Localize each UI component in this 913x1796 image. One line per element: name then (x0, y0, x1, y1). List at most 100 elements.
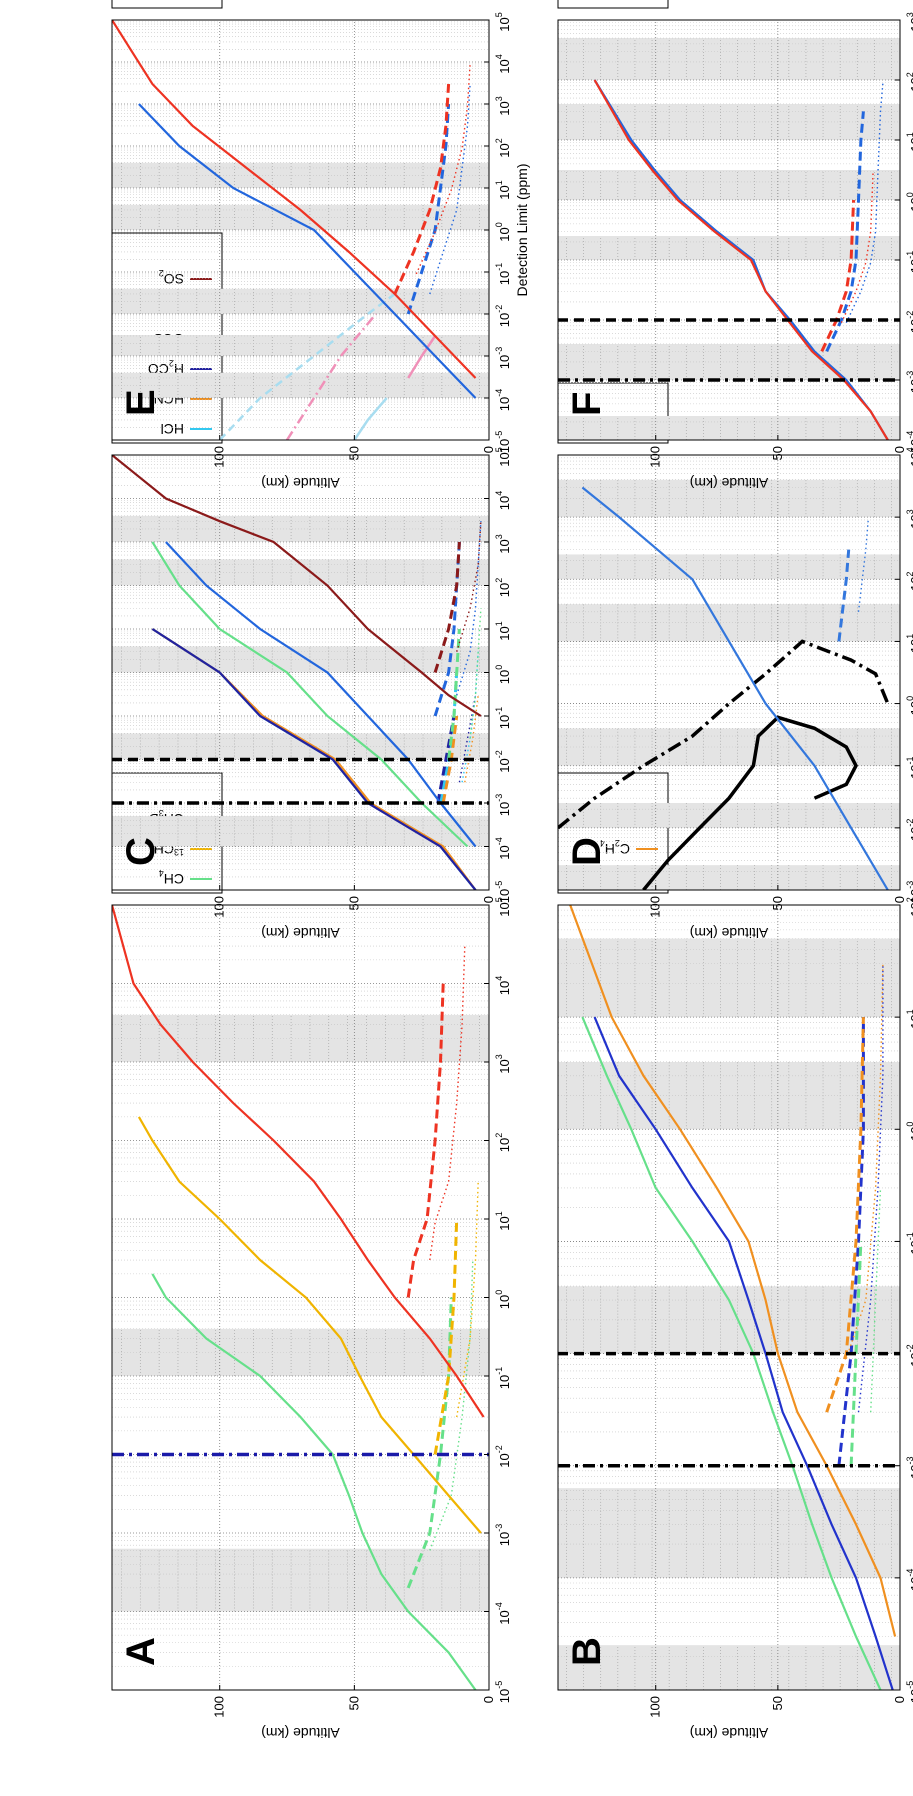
x-tick-exponent: -3 (494, 1524, 504, 1532)
shaded-column (558, 802, 900, 828)
shaded-column (112, 559, 489, 586)
shaded-column (112, 335, 489, 356)
x-tick-label: 104 (905, 447, 913, 466)
x-tick-label: 10-4 (494, 837, 512, 859)
series-dashed-ho2 (393, 83, 451, 295)
x-tick-exponent: 1 (905, 634, 913, 639)
x-tick-label: 10-1 (905, 1232, 913, 1254)
gridlines (558, 455, 900, 890)
series-dashed-c2h4 (825, 1017, 865, 1413)
legend-sub: 4 (159, 868, 164, 878)
legend-part: SO (164, 271, 184, 287)
x-tick-exponent: 2 (905, 897, 913, 902)
shaded-column (112, 1548, 489, 1612)
series-line-13ch4 (137, 1116, 482, 1534)
x-tick-exponent: 4 (494, 976, 504, 981)
series-line-o3 (581, 486, 889, 890)
x-tick-label: 101 (905, 132, 913, 151)
gridlines (112, 455, 489, 890)
legend-sub: 3 (159, 808, 164, 818)
x-tick-exponent: -3 (494, 794, 504, 802)
x-tick-exponent: -4 (494, 837, 504, 845)
series-line-h2s (165, 541, 477, 848)
series-dotted-ho2 (415, 63, 471, 275)
x-tick-exponent: -2 (494, 1445, 504, 1453)
shaded-column (558, 236, 900, 260)
series-dotted-h2s (456, 521, 482, 696)
x-tick-exponent: -3 (905, 1456, 913, 1464)
x-tick-label: 103 (905, 12, 913, 31)
x-tick-exponent: 3 (494, 1054, 504, 1059)
x-tick-exponent: 1 (494, 180, 504, 185)
x-tick-exponent: 5 (494, 447, 504, 452)
series-dotted-hcn (464, 695, 479, 783)
series-line-oh (138, 103, 477, 399)
shaded-column (558, 38, 900, 80)
x-tick-exponent: -3 (494, 347, 504, 355)
x-tick-exponent: -5 (905, 1681, 913, 1689)
x-axis-label: Detection Limit (ppm) (514, 163, 530, 296)
x-tick-label: 100 (905, 696, 913, 715)
x-tick-exponent: 1 (494, 1211, 504, 1216)
data-layer (558, 486, 890, 890)
x-tick-exponent: -3 (905, 881, 913, 889)
series-dashed-c2h2 (837, 1017, 865, 1466)
x-tick-label: 100 (494, 665, 512, 684)
x-tick-exponent: -2 (905, 819, 913, 827)
x-tick-label: 10-1 (905, 251, 913, 273)
x-tick-label: 10-1 (494, 263, 512, 285)
y-tick-label: 50 (346, 446, 361, 460)
legend-part: C (620, 841, 630, 857)
x-tick-label: 10-5 (494, 1681, 512, 1703)
x-tick-label: 10-3 (905, 1456, 913, 1478)
shaded-column (112, 816, 489, 847)
x-tick-exponent: -5 (494, 1681, 504, 1689)
x-tick-exponent: 0 (905, 1122, 913, 1127)
black-curve (642, 715, 858, 890)
x-tick-exponent: -1 (494, 707, 504, 715)
gridlines (112, 20, 489, 440)
series-dotted-c2h2 (857, 963, 884, 1413)
series-line-ch3d (112, 905, 485, 1418)
legend-part: O (604, 0, 615, 2)
shaded-column (558, 1488, 900, 1578)
x-tick-exponent: -2 (494, 305, 504, 313)
series-dotted-so2 (456, 521, 482, 652)
black-curve (558, 639, 890, 830)
series-line-ocs (151, 541, 469, 848)
x-tick-label: 10-3 (494, 1524, 512, 1546)
x-tick-exponent: 0 (494, 222, 504, 227)
x-tick-exponent: 2 (494, 138, 504, 143)
shaded-column (558, 865, 900, 890)
legend-sub: 4 (600, 838, 605, 848)
x-tick-label: 100 (905, 1122, 913, 1141)
y-tick-label: 100 (648, 896, 663, 918)
panel-letter: E (119, 389, 163, 416)
shaded-column (112, 288, 489, 314)
x-tick-exponent: -4 (905, 1569, 913, 1577)
x-tick-label: 100 (494, 222, 512, 241)
x-tick-exponent: 1 (905, 1009, 913, 1014)
series-dotted-ch4 (429, 1259, 474, 1551)
shaded-column (112, 646, 489, 673)
x-tick-exponent: 4 (494, 491, 504, 496)
x-tick-label: 100 (905, 192, 913, 211)
x-tick-label: 10-1 (494, 707, 512, 729)
x-tick-exponent: 2 (905, 572, 913, 577)
series-dashed-hcl (439, 672, 459, 804)
x-tick-exponent: 4 (494, 54, 504, 59)
series-dashed-oh (406, 103, 451, 315)
x-tick-exponent: 2 (494, 1133, 504, 1138)
y-axis-label: Altitude (km) (690, 1725, 769, 1741)
data-layer (558, 79, 900, 440)
series-line-no2 (593, 79, 889, 440)
shaded-column (112, 204, 489, 230)
series-line-c2h2 (593, 1016, 894, 1690)
y-axis-label: Altitude (km) (261, 475, 340, 491)
y-tick-label: 100 (648, 1696, 663, 1718)
panel-letter: B (565, 1637, 609, 1666)
x-tick-exponent: -1 (905, 1232, 913, 1240)
shaded-column (558, 416, 900, 440)
y-tick-label: 50 (346, 1696, 361, 1710)
x-tick-label: 10-2 (494, 305, 512, 327)
